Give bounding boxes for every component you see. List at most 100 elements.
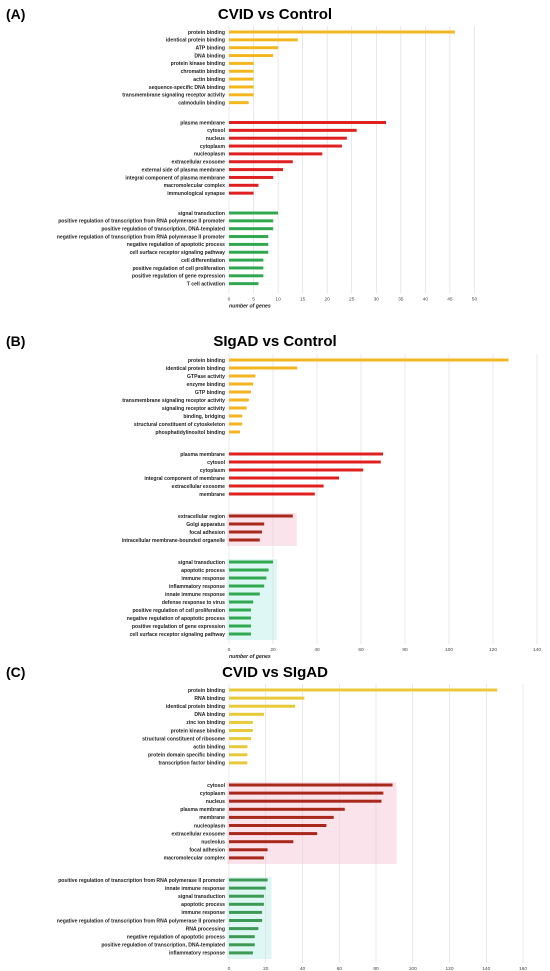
category-label: protein binding bbox=[188, 688, 225, 694]
category-label: cytosol bbox=[207, 128, 225, 134]
bar bbox=[229, 910, 263, 914]
category-label: cytoplasm bbox=[200, 468, 226, 474]
bar bbox=[229, 54, 274, 58]
category-label: identical protein binding bbox=[166, 704, 225, 710]
bar bbox=[229, 720, 253, 724]
bar bbox=[229, 514, 293, 518]
category-label: structural constituent of ribosome bbox=[142, 736, 225, 742]
bar bbox=[229, 258, 264, 262]
chart-sigad-vs-control: protein binding identical protein binding… bbox=[122, 354, 541, 660]
category-label: calmodulin binding bbox=[178, 100, 225, 106]
panel-title-a: CVID vs Control bbox=[217, 6, 333, 23]
x-tick-label: 0 bbox=[228, 966, 231, 971]
category-label: membrane bbox=[199, 492, 225, 498]
x-tick-label: 140 bbox=[482, 966, 490, 971]
panel-label-c: (C) bbox=[6, 664, 26, 680]
category-label: transmembrane signaling receptor activit… bbox=[122, 93, 225, 99]
category-label: protein binding bbox=[188, 30, 225, 36]
bar bbox=[229, 422, 243, 426]
category-label: extracellular exosome bbox=[171, 484, 225, 490]
bar bbox=[229, 560, 273, 564]
bar bbox=[229, 242, 269, 246]
category-label: RNA processing bbox=[186, 926, 225, 932]
bar bbox=[229, 69, 254, 73]
category-label: negative regulation of transcription fro… bbox=[57, 918, 225, 924]
bar bbox=[229, 211, 279, 215]
category-label: negative regulation of transcription fro… bbox=[57, 234, 225, 240]
bar bbox=[229, 600, 254, 604]
panel-label-b: (B) bbox=[6, 333, 26, 349]
category-label: protein kinase binding bbox=[171, 728, 225, 734]
category-label: external side of plasma membrane bbox=[141, 167, 225, 173]
category-label: actin binding bbox=[193, 77, 225, 83]
category-label: nucleolus bbox=[201, 840, 225, 846]
bar bbox=[229, 366, 298, 370]
x-tick-label: 120 bbox=[489, 647, 497, 653]
bar bbox=[229, 791, 384, 795]
bar bbox=[229, 121, 387, 124]
category-label: apoptotic process bbox=[181, 568, 225, 574]
category-label: innate immune response bbox=[165, 592, 225, 598]
bar bbox=[229, 235, 269, 239]
panel-label-a: (A) bbox=[6, 6, 26, 22]
bar bbox=[229, 136, 347, 140]
bar bbox=[229, 832, 318, 836]
category-label: sequence-specific DNA binding bbox=[149, 85, 225, 91]
bar bbox=[229, 584, 265, 588]
chart-cvid-vs-sigad: protein binding RNA binding identical prot… bbox=[57, 684, 527, 971]
bar bbox=[229, 282, 259, 286]
bar bbox=[229, 374, 256, 378]
category-label: cytoplasm bbox=[200, 144, 226, 150]
bar bbox=[229, 522, 265, 526]
category-label: cell differentiation bbox=[181, 258, 225, 264]
bar bbox=[229, 227, 274, 231]
category-label: protein binding bbox=[188, 358, 225, 364]
bar bbox=[229, 824, 327, 827]
category-label: integral component of plasma membrane bbox=[125, 175, 225, 181]
category-label: macromolecular complex bbox=[164, 856, 226, 862]
category-label: immune response bbox=[181, 576, 225, 582]
x-tick-label: 0 bbox=[228, 647, 231, 653]
category-label: transcription factor binding bbox=[158, 761, 225, 767]
category-label: membrane bbox=[199, 815, 225, 821]
bar bbox=[229, 250, 269, 254]
x-tick-label: 60 bbox=[358, 647, 364, 653]
bar bbox=[229, 77, 254, 81]
x-tick-label: 100 bbox=[409, 966, 417, 971]
category-label: nucleoplasm bbox=[194, 823, 226, 829]
bar bbox=[229, 266, 264, 270]
category-label: GTPase activity bbox=[187, 374, 225, 380]
bar bbox=[229, 492, 315, 496]
panel-c: (C) CVID vs SIgAD protein binding RNA bin… bbox=[0, 656, 550, 971]
bar bbox=[229, 799, 382, 803]
x-tick-label: 60 bbox=[337, 966, 343, 971]
bar bbox=[229, 840, 294, 844]
category-label: plasma membrane bbox=[180, 120, 225, 126]
bar bbox=[229, 414, 243, 418]
bar bbox=[229, 935, 255, 939]
category-label: negative regulation of apoptotic process bbox=[127, 935, 225, 941]
bar bbox=[229, 856, 264, 860]
bar bbox=[229, 886, 266, 890]
category-label: GTP binding bbox=[195, 390, 225, 396]
bar bbox=[229, 183, 259, 187]
category-label: positive regulation of transcription fro… bbox=[58, 219, 225, 225]
bar bbox=[229, 406, 247, 410]
category-label: protein kinase binding bbox=[171, 61, 225, 67]
bar bbox=[229, 530, 262, 534]
x-tick-label: 20 bbox=[325, 297, 331, 303]
category-label: signal transduction bbox=[178, 894, 225, 900]
category-label: positive regulation of gene expression bbox=[132, 624, 225, 630]
bar bbox=[229, 568, 269, 572]
category-label: immune response bbox=[181, 910, 225, 916]
bar bbox=[229, 274, 264, 278]
bar bbox=[229, 85, 254, 89]
category-label: DNA binding bbox=[194, 712, 225, 718]
x-axis-label: number of genes bbox=[229, 654, 271, 660]
bar bbox=[229, 191, 254, 195]
bar bbox=[229, 430, 240, 434]
bar bbox=[229, 704, 296, 708]
x-tick-label: 140 bbox=[533, 647, 541, 653]
category-label: cell surface receptor signaling pathway bbox=[130, 250, 226, 256]
bar bbox=[229, 919, 263, 922]
